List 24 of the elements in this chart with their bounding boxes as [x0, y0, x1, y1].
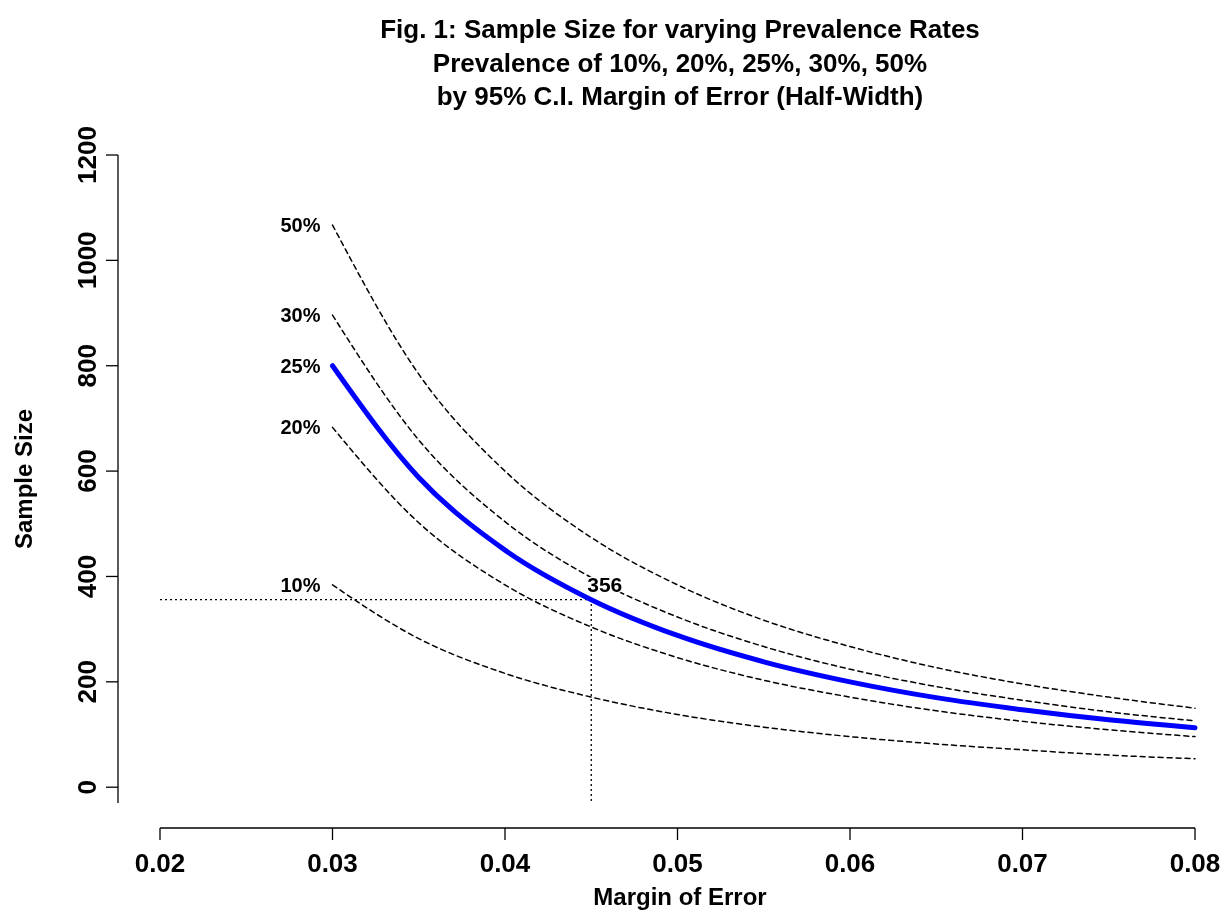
x-tick-label: 0.05 [652, 848, 703, 878]
x-tick-label: 0.04 [479, 848, 531, 878]
series-label: 20% [280, 416, 321, 439]
series-label: 30% [280, 304, 321, 327]
y-tick-label: 0 [72, 779, 102, 795]
x-tick-label: 0.08 [1169, 848, 1221, 878]
x-tick-label: 0.06 [824, 848, 876, 878]
y-tick-label: 800 [72, 344, 102, 388]
chart-subtitle: Prevalence of 10%, 20%, 25%, 30%, 50% by 95% C.I. Margin of Error (Half-Width) [432, 48, 928, 111]
x-tick-label: 0.03 [307, 848, 358, 878]
series-label: 25% [280, 354, 321, 377]
y-tick-label: 400 [72, 554, 102, 599]
y-tick-label: 200 [72, 660, 102, 704]
series-label: 10% [280, 573, 321, 596]
line-series [331, 224, 1196, 709]
y-tick-label: 1200 [72, 126, 102, 184]
x-tick-label: 0.02 [134, 848, 186, 878]
x-axis-title: Margin of Error [593, 883, 767, 910]
y-tick-label: 1000 [72, 231, 102, 290]
y-tick-label: 600 [72, 449, 102, 493]
x-tick-label: 0.07 [997, 848, 1048, 878]
series-label: 50% [280, 214, 321, 237]
chart-title: Fig. 1: Sample Size for varying Prevalence Rates [380, 14, 980, 44]
y-axis-title: Sample Size [10, 408, 37, 550]
